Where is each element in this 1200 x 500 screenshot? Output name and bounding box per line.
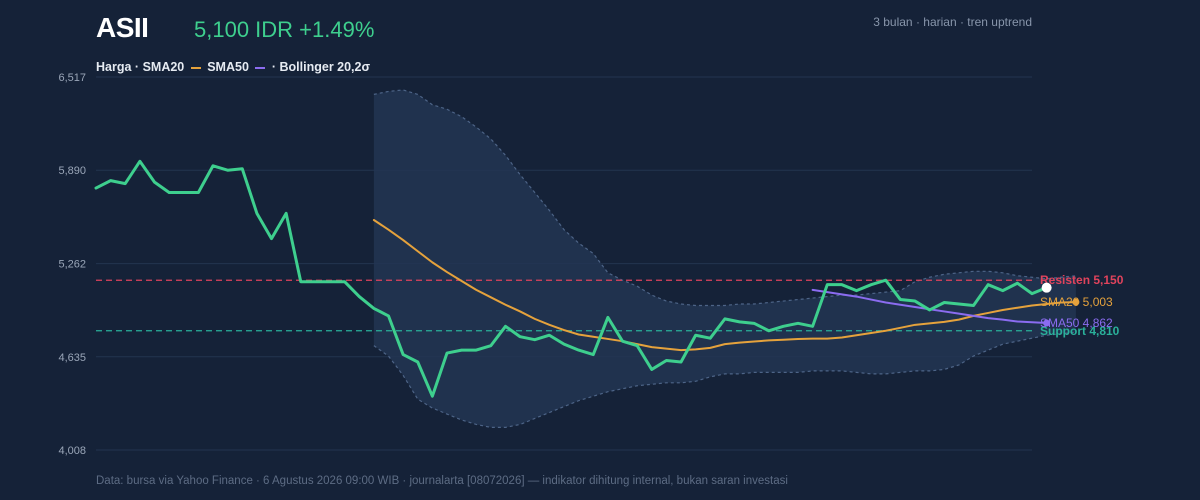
legend-price: Harga xyxy=(96,60,132,74)
y-tick-label: 5,890 xyxy=(58,165,86,177)
bollinger-upper-line xyxy=(373,89,1076,307)
footer-source: Data: bursa via Yahoo Finance · 6 Agustu… xyxy=(96,475,788,487)
legend-bollinger: Bollinger 20,2σ xyxy=(279,60,371,74)
bollinger-lower-line xyxy=(373,331,1076,429)
series-line-sma20 xyxy=(372,219,1077,352)
ticker-symbol: ASII xyxy=(96,12,149,43)
y-tick-label: 6,517 xyxy=(58,72,86,84)
legend-sma20-swatch xyxy=(190,66,201,69)
price-end-marker xyxy=(1041,282,1052,293)
sma50-end-label: SMA50 4,862 xyxy=(1040,316,1113,330)
legend-sma20: SMA20 xyxy=(142,60,185,74)
sma50-end-marker xyxy=(1043,319,1051,327)
chart-meta: 3 bulan · harian · tren uptrend xyxy=(873,15,1032,29)
level-label-support: Support 4,810 xyxy=(1040,324,1120,338)
legend-separator-2: · xyxy=(271,60,280,74)
sma20-end-label: SMA20 5,003 xyxy=(1040,295,1113,309)
series-line-price xyxy=(94,159,1049,398)
chart-legend: Harga · SMA20 SMA50 · Bollinger 20,2σ xyxy=(96,60,370,74)
y-tick-label: 5,262 xyxy=(58,259,86,271)
legend-sma50: SMA50 xyxy=(207,60,249,74)
legend-sma50-swatch xyxy=(255,66,266,69)
legend-separator: · xyxy=(134,60,143,74)
bollinger-band-area xyxy=(373,89,1076,428)
price-change: 5,100 IDR +1.49% xyxy=(194,17,375,42)
sma20-end-marker xyxy=(1072,298,1080,306)
y-tick-label: 4,008 xyxy=(58,445,86,457)
y-tick-label: 4,635 xyxy=(58,352,86,364)
level-label-resisten: Resisten 5,150 xyxy=(1040,273,1124,287)
